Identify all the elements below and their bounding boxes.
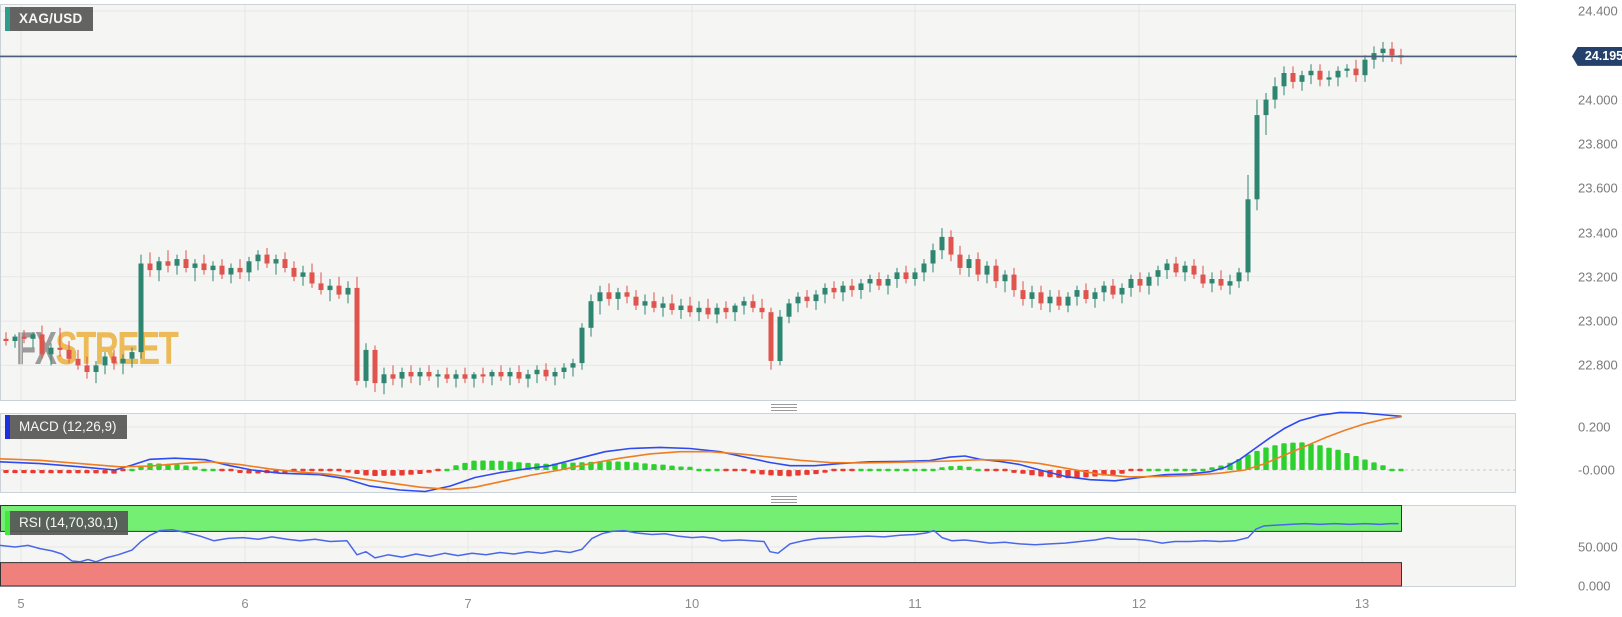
price-tick-label: 23.200 <box>1578 269 1618 285</box>
watermark-fx: FX <box>16 322 57 374</box>
rsi-badge-label: RSI (14,70,30,1) <box>10 511 129 535</box>
macd-axis-label: -0.000 <box>1578 462 1615 478</box>
price-tick-label: 22.800 <box>1578 357 1618 373</box>
time-tick-label: 10 <box>684 596 700 611</box>
price-tick-label: 23.600 <box>1578 180 1618 196</box>
fxstreet-watermark: FXSTREET <box>16 321 179 375</box>
rsi-axis-label: 0.000 <box>1578 578 1611 594</box>
time-tick-label: 11 <box>908 596 922 611</box>
macd-badge-label: MACD (12,26,9) <box>10 415 127 439</box>
price-tick-label: 24.000 <box>1578 92 1618 108</box>
macd-indicator-badge: MACD (12,26,9) <box>5 415 127 439</box>
candlestick-panel[interactable] <box>0 4 1516 401</box>
rsi-indicator-badge: RSI (14,70,30,1) <box>5 511 129 535</box>
panel-resize-handle-macd[interactable] <box>771 404 797 411</box>
time-tick-label: 7 <box>464 596 472 611</box>
time-tick-label: 12 <box>1131 596 1147 611</box>
symbol-badge-label: XAG/USD <box>10 7 93 31</box>
time-tick-label: 5 <box>17 596 25 611</box>
watermark-street: STREET <box>55 322 178 374</box>
price-tick-label: 23.000 <box>1578 313 1618 329</box>
time-tick-label: 13 <box>1354 596 1370 611</box>
price-tick-label: 23.400 <box>1578 225 1618 240</box>
rsi-axis-label: 50.000 <box>1578 539 1618 555</box>
price-axis[interactable]: 24.195 24.400 24.000 23.800 23.600 23.400 23.… <box>1517 0 1622 617</box>
current-price-label: 24.195 <box>1572 46 1622 66</box>
price-tick-label: 24.400 <box>1578 3 1618 19</box>
symbol-badge-accent <box>5 7 10 31</box>
macd-axis-label: 0.200 <box>1578 419 1611 435</box>
rsi-panel[interactable] <box>0 505 1516 587</box>
time-axis[interactable]: 5 6 7 10 11 12 13 <box>0 591 1516 615</box>
time-tick-label: 6 <box>241 596 249 611</box>
macd-panel[interactable] <box>0 413 1516 493</box>
panel-resize-handle-rsi[interactable] <box>771 496 797 503</box>
symbol-badge: XAG/USD <box>5 7 93 31</box>
price-tick-label: 23.800 <box>1578 136 1618 152</box>
